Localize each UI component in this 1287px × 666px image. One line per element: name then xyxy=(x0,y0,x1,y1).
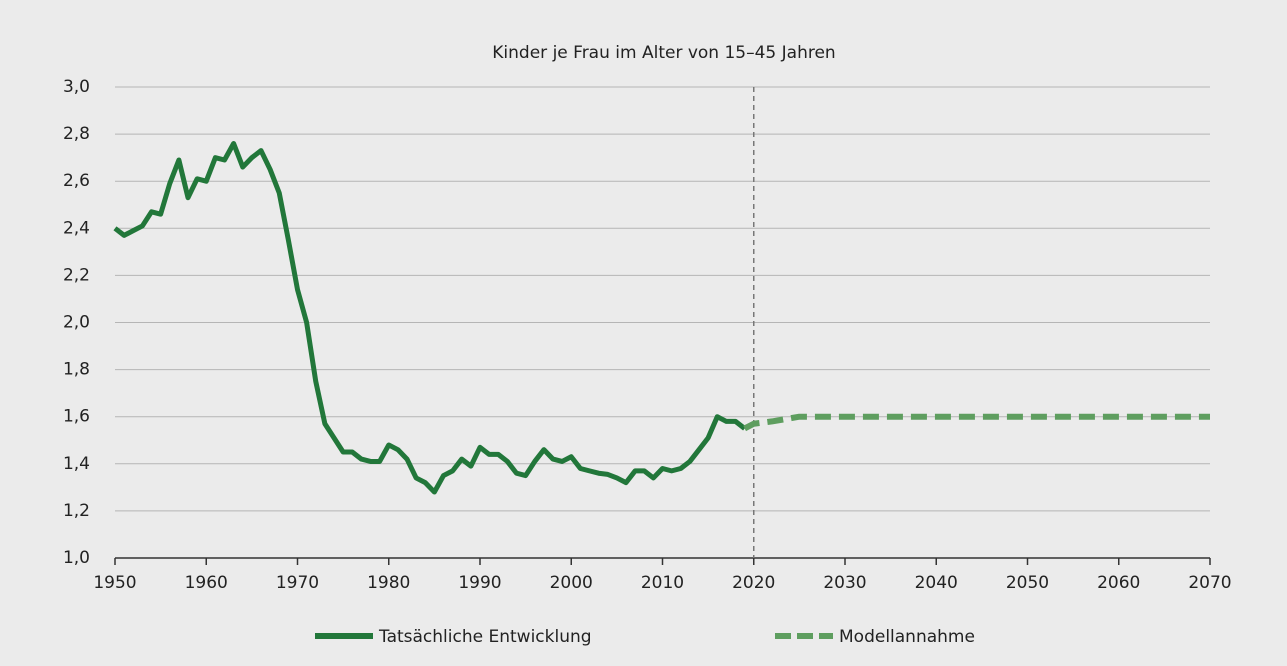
x-tick-label: 1950 xyxy=(93,573,136,593)
y-tick-label: 2,2 xyxy=(63,265,90,285)
x-tick-label: 1980 xyxy=(367,573,410,593)
series-line xyxy=(113,141,747,495)
x-tick-label: 2050 xyxy=(1006,573,1049,593)
legend-label: Modellannahme xyxy=(839,627,975,647)
chart-title: Kinder je Frau im Alter von 15–45 Jahren xyxy=(492,43,835,63)
y-tick-label: 3,0 xyxy=(63,77,90,97)
x-tick-label: 2020 xyxy=(732,573,775,593)
x-tick-label: 2060 xyxy=(1097,573,1140,593)
legend-label: Tatsächliche Entwicklung xyxy=(378,627,592,647)
y-tick-label: 1,6 xyxy=(63,407,90,427)
x-tick-label: 2010 xyxy=(641,573,684,593)
y-tick-label: 1,4 xyxy=(63,454,90,474)
y-tick-label: 1,2 xyxy=(63,501,90,521)
x-tick-label: 1970 xyxy=(276,573,319,593)
y-tick-label: 1,0 xyxy=(63,548,90,568)
x-tick-label: 2070 xyxy=(1188,573,1231,593)
y-tick-label: 2,0 xyxy=(63,313,90,333)
y-tick-label: 2,8 xyxy=(63,124,90,144)
y-tick-label: 2,6 xyxy=(63,171,90,191)
x-tick-label: 1960 xyxy=(185,573,228,593)
x-tick-label: 2030 xyxy=(823,573,866,593)
x-tick-label: 2040 xyxy=(915,573,958,593)
x-tick-label: 2000 xyxy=(550,573,593,593)
y-tick-label: 2,4 xyxy=(63,218,90,238)
x-tick-label: 1990 xyxy=(458,573,501,593)
series-line xyxy=(743,413,1210,432)
y-tick-label: 1,8 xyxy=(63,360,90,380)
